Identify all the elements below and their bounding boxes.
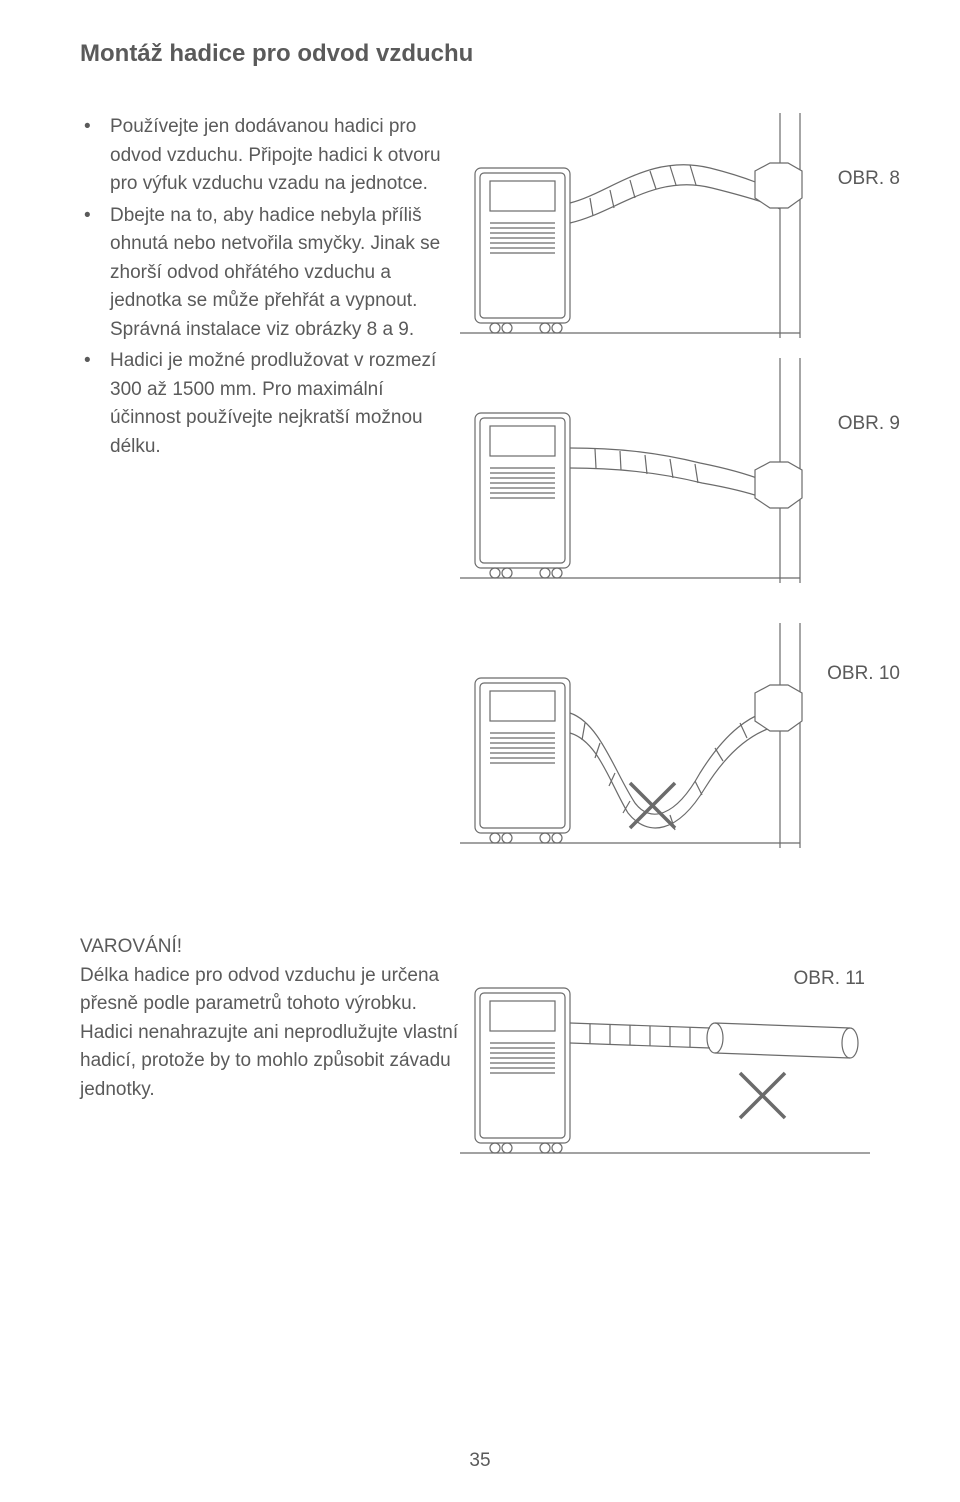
bullet-text: Hadici je možné prodlužovat v rozmezí 30…: [110, 347, 450, 461]
section-title: Montáž hadice pro odvod vzduchu: [80, 40, 900, 68]
warning-body: Délka hadice pro odvod vzduchu je určena…: [80, 965, 458, 1100]
figure-10-label: OBR. 10: [827, 663, 900, 685]
bullet-dot: •: [80, 202, 110, 345]
figure-10: OBR. 10: [450, 623, 900, 863]
figure-9-svg: [450, 358, 890, 588]
figure-9: OBR. 9: [450, 358, 900, 588]
figure-11: OBR. 11: [450, 933, 890, 1163]
warning-text-block: VAROVÁNÍ! Délka hadice pro odvod vzduchu…: [80, 933, 470, 1104]
figure-8-label: OBR. 8: [838, 168, 900, 190]
page-number: 35: [0, 1450, 960, 1472]
bullet-item: • Hadici je možné prodlužovat v rozmezí …: [80, 347, 450, 461]
bullet-item: • Používejte jen dodávanou hadici pro od…: [80, 113, 450, 199]
bullet-dot: •: [80, 347, 110, 461]
figure-8-svg: [450, 113, 890, 343]
figure-column: OBR. 8: [450, 113, 900, 603]
bullet-column: • Používejte jen dodávanou hadici pro od…: [80, 113, 450, 464]
bullet-text: Používejte jen dodávanou hadici pro odvo…: [110, 113, 450, 199]
figure-9-label: OBR. 9: [838, 413, 900, 435]
bullet-text: Dbejte na to, aby hadice nebyla příliš o…: [110, 202, 450, 345]
warning-section: VAROVÁNÍ! Délka hadice pro odvod vzduchu…: [80, 933, 900, 1178]
warning-title: VAROVÁNÍ!: [80, 936, 182, 957]
content-row: • Používejte jen dodávanou hadici pro od…: [80, 113, 900, 603]
bullet-item: • Dbejte na to, aby hadice nebyla příliš…: [80, 202, 450, 345]
bullet-dot: •: [80, 113, 110, 199]
figure-10-svg: [450, 623, 890, 858]
figure-8: OBR. 8: [450, 113, 900, 343]
figure-11-label: OBR. 11: [794, 968, 865, 990]
